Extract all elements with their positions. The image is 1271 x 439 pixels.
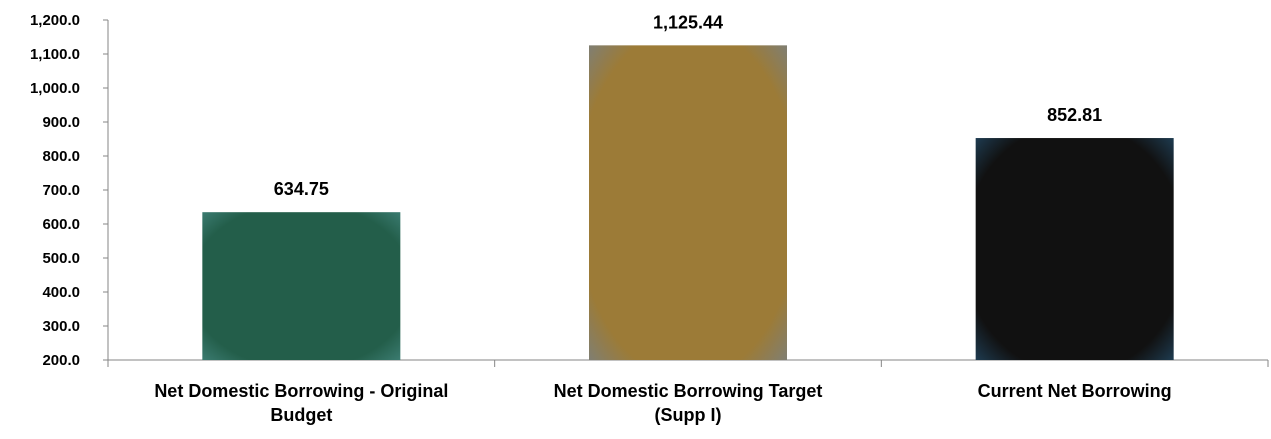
y-tick-label: 300.0 — [42, 318, 80, 335]
category-labels: Net Domestic Borrowing - Original Budget N… — [154, 381, 1171, 425]
category-label: (Supp I) — [655, 405, 722, 425]
x-axis — [107, 359, 1269, 367]
data-label: 1,125.44 — [653, 12, 723, 32]
y-tick-label: 400.0 — [42, 284, 80, 301]
bar — [975, 138, 1174, 360]
category-label: Current Net Borrowing — [978, 381, 1172, 401]
y-tick-label: 1,100.0 — [30, 46, 80, 63]
bar — [589, 45, 787, 360]
y-axis: 200.0 300.0 400.0 500.0 600.0 700.0 800.0 900.0… — [30, 12, 109, 369]
category-label: Budget — [270, 405, 332, 425]
category-label: Net Domestic Borrowing Target — [554, 381, 823, 401]
data-label: 852.81 — [1047, 105, 1102, 125]
data-label: 634.75 — [274, 179, 329, 199]
y-tick-label: 600.0 — [42, 216, 80, 233]
y-tick-label: 700.0 — [42, 182, 80, 199]
y-tick-label: 500.0 — [42, 250, 80, 267]
y-tick-label: 1,200.0 — [30, 12, 80, 29]
y-tick-label: 800.0 — [42, 148, 80, 165]
y-tick-label: 900.0 — [42, 114, 80, 131]
y-tick-label: 200.0 — [42, 352, 80, 369]
y-tick-label: 1,000.0 — [30, 80, 80, 97]
category-label: Net Domestic Borrowing - Original — [154, 381, 448, 401]
data-labels: 634.75 1,125.44 852.81 — [274, 12, 1102, 199]
bar — [202, 212, 401, 360]
bars — [202, 45, 1174, 360]
